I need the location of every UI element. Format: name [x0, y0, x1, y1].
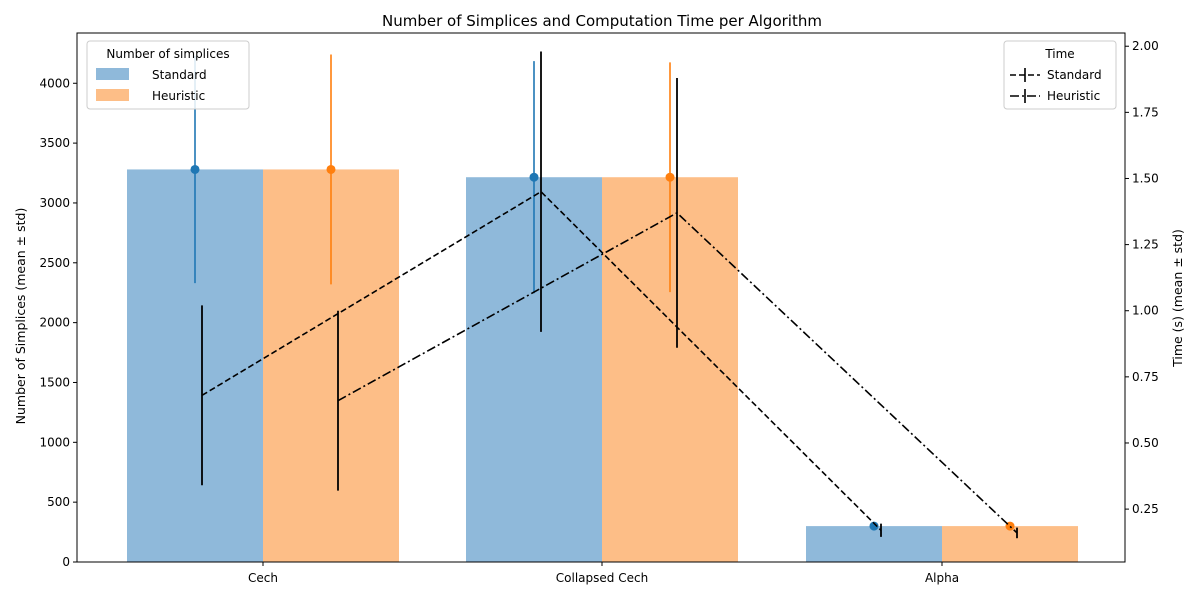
plot-frame [76, 32, 1126, 563]
y-left-tick-label: 2500 [39, 256, 70, 270]
y-left-tick-label: 3000 [39, 196, 70, 210]
bar-point-heuristic-1 [665, 172, 675, 182]
legend-left-swatch-heuristic [96, 89, 129, 101]
y-axis-right-label: Time (s) (mean ± std) [1170, 229, 1185, 368]
x-tick-label: Collapsed Cech [556, 571, 648, 585]
y-right-tick-label: 1.50 [1132, 171, 1159, 185]
y-left-tick-label: 3500 [39, 136, 70, 150]
chart-title: Number of Simplices and Computation Time… [382, 12, 822, 30]
bar-point-standard-2 [869, 521, 879, 531]
y-left-tick-label: 2000 [39, 316, 70, 330]
y-right-tick-label: 1.00 [1132, 304, 1159, 318]
y-axis-left-label: Number of Simplices (mean ± std) [13, 208, 28, 425]
bar-standard-2 [806, 526, 942, 562]
y-right-tick-label: 0.50 [1132, 436, 1159, 450]
y-left-tick-label: 500 [47, 495, 70, 509]
y-left-tick-label: 4000 [39, 76, 70, 90]
y-right-tick-label: 1.75 [1132, 105, 1159, 119]
time-line-standard [201, 190, 882, 531]
legend-right-title: Time [1044, 47, 1074, 61]
y-left-tick-label: 1500 [39, 375, 70, 389]
x-tick-label: Cech [248, 571, 278, 585]
legend-right-box [1003, 40, 1117, 110]
x-tick-label: Alpha [925, 571, 959, 585]
y-left-tick-label: 1000 [39, 435, 70, 449]
bar-point-standard-0 [190, 164, 200, 174]
legend-right-label-heuristic: Heuristic [1047, 89, 1100, 103]
legend-left-label-standard: Standard [152, 68, 207, 82]
y-right-tick-label: 1.25 [1132, 238, 1159, 252]
y-right-tick-label: 2.00 [1132, 39, 1159, 53]
y-right-tick-label: 0.75 [1132, 370, 1159, 384]
bar-heuristic-2 [942, 526, 1078, 562]
legend-left-title: Number of simplices [106, 47, 229, 61]
bar-point-heuristic-0 [326, 164, 336, 174]
y-left-tick-label: 0 [62, 555, 70, 569]
bar-point-standard-1 [529, 172, 539, 182]
legend-right-label-standard: Standard [1047, 68, 1102, 82]
legend-left-swatch-standard [96, 68, 129, 80]
y-right-tick-label: 0.25 [1132, 502, 1159, 516]
legend-left-label-heuristic: Heuristic [152, 89, 205, 103]
